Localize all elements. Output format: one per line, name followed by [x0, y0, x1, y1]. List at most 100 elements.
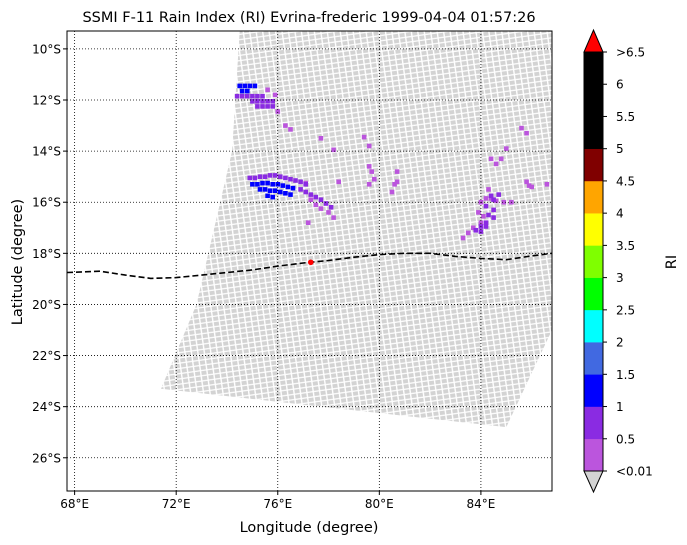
colorbar-frame — [583, 51, 604, 472]
rain-pixel — [260, 180, 265, 186]
rain-pixel — [267, 188, 273, 193]
rain-pixel — [257, 174, 263, 179]
rain-pixel — [278, 174, 283, 179]
rain-pixel — [255, 182, 260, 187]
rain-pixel — [272, 173, 278, 178]
rain-pixel — [488, 193, 494, 199]
rain-pixel — [491, 215, 496, 220]
rain-pixel — [255, 93, 260, 99]
y-tick-label: 16°S — [32, 196, 61, 210]
rain-pixel — [486, 187, 491, 192]
colorbar-segment — [584, 116, 603, 149]
rain-pixel — [270, 104, 275, 109]
rain-pixel — [255, 104, 260, 109]
rain-pixel — [265, 104, 270, 109]
colorbar-over-triangle — [583, 28, 604, 53]
colorbar-segment — [584, 213, 603, 246]
colorbar-segment — [584, 277, 603, 311]
rain-pixel — [260, 104, 265, 109]
colorbar-tick-label: 2.5 — [616, 303, 635, 317]
plot-area: 68°E 72°E 76°E 80°E 84°E 10°S 12°S 14°S 16°S 18°S… — [32, 30, 553, 511]
rain-pixel — [239, 88, 245, 94]
y-axis-label: Latitude (degree) — [10, 199, 26, 325]
x-tick-label: 76°E — [263, 497, 292, 511]
y-tick-label: 26°S — [32, 451, 61, 465]
x-tick-label: 84°E — [466, 497, 495, 511]
rain-pixel — [293, 178, 298, 183]
rain-pixel — [323, 201, 329, 206]
colorbar-segment — [584, 245, 603, 278]
rain-pixel — [245, 93, 250, 99]
colorbar-segment — [584, 438, 603, 472]
observation-swath — [161, 31, 552, 428]
rain-pixel — [498, 156, 504, 162]
rain-pixel — [288, 192, 293, 197]
colorbar-under-triangle — [583, 470, 604, 494]
rain-pixel — [478, 229, 484, 234]
rain-pixel — [524, 179, 529, 185]
rain-pixel — [313, 202, 319, 208]
rain-pixel — [305, 220, 311, 225]
colorbar-segment — [584, 406, 603, 440]
rain-pixel — [488, 156, 494, 162]
rain-pixel — [392, 182, 397, 187]
rain-pixel — [476, 210, 481, 215]
colorbar-tick-label: <0.01 — [616, 465, 653, 479]
y-tick-label: 20°S — [32, 298, 61, 312]
colorbar-tick-label: 1 — [616, 400, 624, 414]
rain-pixel — [298, 187, 303, 192]
rain-pixel — [280, 183, 286, 188]
rain-pixel — [318, 206, 324, 211]
x-tick-label: 68°E — [60, 497, 89, 511]
colorbar-tick-label: 4.5 — [616, 174, 635, 188]
rain-pixel — [488, 196, 494, 201]
rain-pixel — [308, 192, 314, 197]
rain-pixel — [275, 109, 281, 114]
x-tick-label: 80°E — [365, 497, 394, 511]
colorbar-tick-label: 0.5 — [616, 432, 635, 446]
rain-pixel — [247, 83, 253, 89]
rain-pixel — [524, 130, 529, 136]
rain-pixel — [298, 179, 303, 185]
rain-pixel — [267, 173, 273, 178]
rain-pixel — [265, 87, 270, 93]
rain-pixel — [366, 164, 372, 169]
rain-pixel — [366, 182, 372, 187]
rain-pixel — [290, 185, 296, 191]
rain-pixel — [483, 224, 489, 229]
colorbar-label: RI — [664, 255, 680, 269]
rain-pixel — [483, 203, 489, 209]
rain-pixel — [372, 176, 377, 182]
colorbar-segment — [584, 84, 603, 117]
colorbar-tick-label: 5 — [616, 142, 624, 156]
rain-pixel — [496, 192, 501, 197]
rain-pixel — [504, 146, 509, 151]
rain-pixel — [265, 99, 270, 104]
rain-pixel — [491, 207, 496, 213]
rain-pixel — [257, 187, 263, 192]
rain-pixel — [265, 180, 270, 186]
rain-pixel — [283, 175, 288, 181]
colorbar: <0.01 0.5 1 1.5 2 2.5 3 3.5 4 4.5 5 5.5 6 >6.5 — [583, 28, 653, 494]
rain-pixel — [252, 83, 258, 89]
colorbar-tick-label: 3.5 — [616, 239, 635, 253]
rain-pixel — [394, 169, 400, 174]
plot-frame — [66, 30, 553, 492]
rain-pixel — [288, 176, 293, 182]
rain-pixel — [313, 194, 319, 200]
rain-pixel — [481, 214, 486, 219]
rain-pixel — [250, 99, 255, 104]
rain-pixel — [288, 127, 293, 132]
colorbar-segment — [584, 309, 603, 343]
colorbar-tick-label: 1.5 — [616, 368, 635, 382]
colorbar-segment — [584, 342, 603, 375]
rain-pixel — [369, 169, 374, 174]
y-tick-label: 10°S — [32, 42, 61, 56]
rain-pixel — [394, 179, 400, 185]
chart-title: SSMI F-11 Rain Index (RI) Evrina-frederi… — [82, 10, 535, 26]
colorbar-segment — [584, 180, 603, 214]
y-tick-label: 24°S — [32, 400, 61, 414]
rain-pixel — [491, 197, 496, 202]
colorbar-tick-label: >6.5 — [616, 46, 645, 60]
